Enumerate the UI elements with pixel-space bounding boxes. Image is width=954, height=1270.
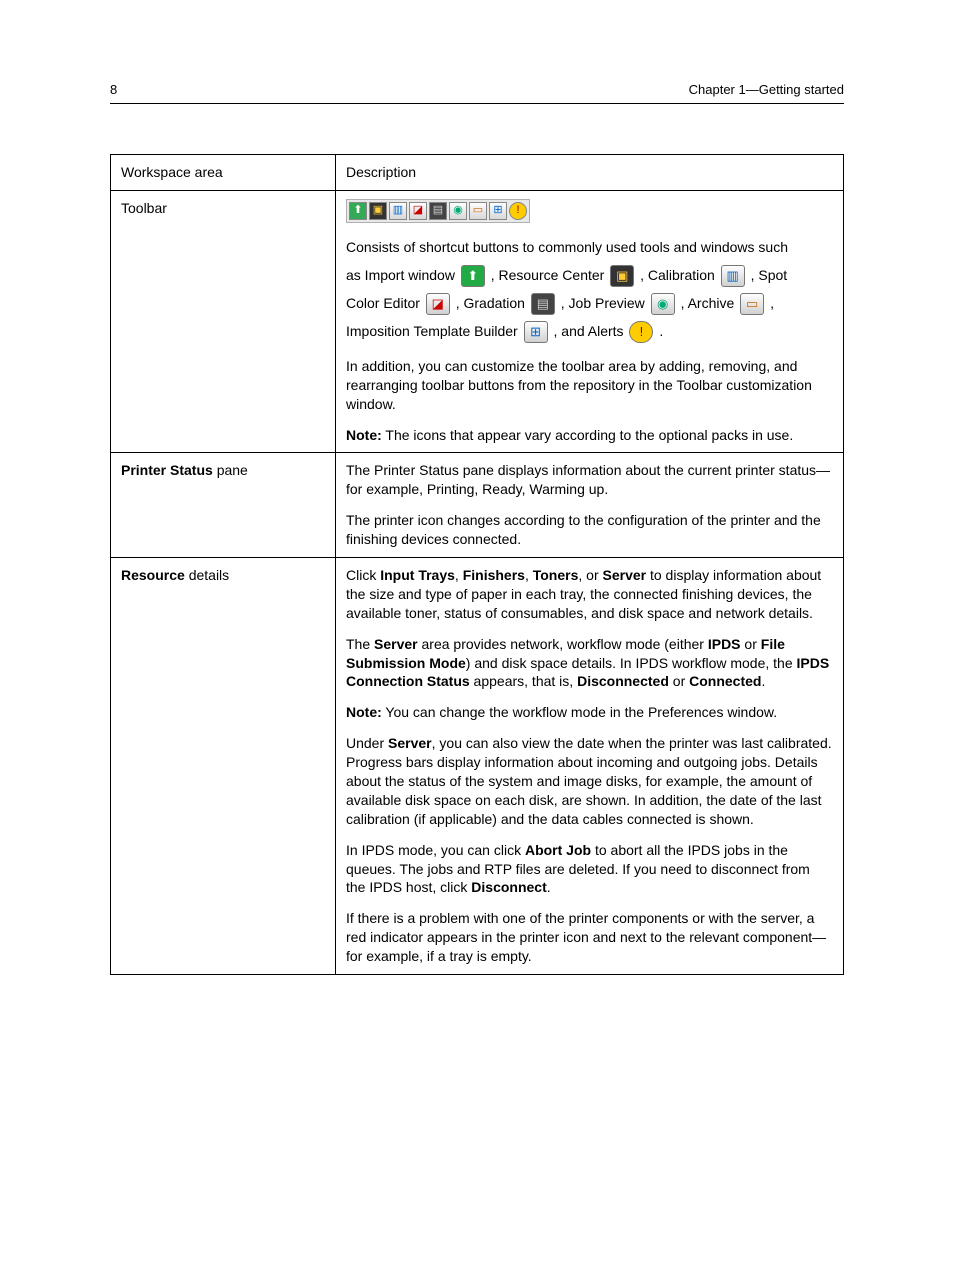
printer-status-p1: The Printer Status pane displays informa… (346, 461, 833, 499)
text: In IPDS mode, you can click (346, 842, 525, 858)
label-rest: details (185, 567, 229, 583)
import-icon[interactable]: ⬆ (349, 202, 367, 220)
import-icon: ⬆ (461, 265, 485, 287)
gradation-icon: ▤ (531, 293, 555, 315)
cell-resource-desc: Click Input Trays, Finishers, Toners, or… (336, 558, 844, 975)
text: as Import window (346, 267, 459, 283)
text: The icons that appear vary according to … (382, 427, 793, 443)
text: . (547, 879, 551, 895)
archive-icon: ▭ (740, 293, 764, 315)
th-workspace-area: Workspace area (111, 155, 336, 191)
cell-printer-status-desc: The Printer Status pane displays informa… (336, 453, 844, 558)
cell-printer-status-label: Printer Status pane (111, 453, 336, 558)
text: You can change the workflow mode in the … (382, 704, 777, 720)
text: , (525, 567, 533, 583)
label-bold: Resource (121, 567, 185, 583)
text: , Gradation (456, 295, 529, 311)
imposition-icon[interactable]: ⊞ (489, 202, 507, 220)
text: , or (578, 567, 602, 583)
page-header: 8 Chapter 1—Getting started (110, 82, 844, 104)
note-label: Note: (346, 704, 382, 720)
bold: Input Trays (380, 567, 455, 583)
th-description: Description (336, 155, 844, 191)
alerts-icon[interactable]: ! (509, 202, 527, 220)
text: Click (346, 567, 380, 583)
resource-center-icon: ▣ (610, 265, 634, 287)
toolbar-text-2: In addition, you can customize the toolb… (346, 357, 833, 414)
page: 8 Chapter 1—Getting started Workspace ar… (0, 0, 954, 1035)
text: Under (346, 735, 388, 751)
bold: Connected (689, 673, 761, 689)
text: , (770, 295, 774, 311)
bold: Server (374, 636, 418, 652)
bold: Abort Job (525, 842, 591, 858)
text: Imposition Template Builder (346, 323, 522, 339)
text: ) and disk space details. In IPDS workfl… (466, 655, 797, 671)
resource-p3: Note: You can change the workflow mode i… (346, 703, 833, 722)
resource-p4: Under Server, you can also view the date… (346, 734, 833, 828)
calibration-icon[interactable]: ▥ (389, 202, 407, 220)
printer-status-p2: The printer icon changes according to th… (346, 511, 833, 549)
bold: Disconnect (471, 879, 546, 895)
resource-p1: Click Input Trays, Finishers, Toners, or… (346, 566, 833, 623)
text: The (346, 636, 374, 652)
imposition-icon: ⊞ (524, 321, 548, 343)
page-number: 8 (110, 82, 117, 97)
workspace-table: Workspace area Description Toolbar ⬆ ▣ ▥… (110, 154, 844, 975)
resource-p5: In IPDS mode, you can click Abort Job to… (346, 841, 833, 898)
cell-toolbar-label: Toolbar (111, 190, 336, 453)
cell-resource-label: Resource details (111, 558, 336, 975)
row-toolbar: Toolbar ⬆ ▣ ▥ ◪ ▤ ◉ ▭ ⊞ ! Consists of (111, 190, 844, 453)
toolbar-strip: ⬆ ▣ ▥ ◪ ▤ ◉ ▭ ⊞ ! (346, 199, 530, 223)
resource-p6: If there is a problem with one of the pr… (346, 909, 833, 966)
calibration-icon: ▥ (721, 265, 745, 287)
text: , Resource Center (491, 267, 609, 283)
text: , Archive (681, 295, 739, 311)
text: or (741, 636, 761, 652)
gradation-icon[interactable]: ▤ (429, 202, 447, 220)
job-preview-icon: ◉ (651, 293, 675, 315)
alerts-icon: ! (629, 321, 653, 343)
resource-center-icon[interactable]: ▣ (369, 202, 387, 220)
cell-toolbar-desc: ⬆ ▣ ▥ ◪ ▤ ◉ ▭ ⊞ ! Consists of shortcut b… (336, 190, 844, 453)
job-preview-icon[interactable]: ◉ (449, 202, 467, 220)
text: , Job Preview (561, 295, 649, 311)
text: , Calibration (640, 267, 719, 283)
text: Color Editor (346, 295, 424, 311)
label-rest: pane (213, 462, 248, 478)
bold: Server (388, 735, 432, 751)
text: appears, that is, (470, 673, 577, 689)
bold: Disconnected (577, 673, 669, 689)
label-bold: Printer Status (121, 462, 213, 478)
bold: Toners (533, 567, 579, 583)
resource-p2: The Server area provides network, workfl… (346, 635, 833, 692)
spot-color-icon: ◪ (426, 293, 450, 315)
text: or (669, 673, 689, 689)
row-resource: Resource details Click Input Trays, Fini… (111, 558, 844, 975)
toolbar-text-1: Consists of shortcut buttons to commonly… (346, 233, 833, 345)
bold: IPDS (708, 636, 741, 652)
spot-color-icon[interactable]: ◪ (409, 202, 427, 220)
note-label: Note: (346, 427, 382, 443)
text: , Spot (751, 267, 788, 283)
archive-icon[interactable]: ▭ (469, 202, 487, 220)
bold: Finishers (463, 567, 525, 583)
toolbar-text-3: Note: The icons that appear vary accordi… (346, 426, 833, 445)
chapter-title: Chapter 1—Getting started (689, 82, 844, 97)
text: Consists of shortcut buttons to commonly… (346, 239, 788, 255)
text: , and Alerts (554, 323, 628, 339)
bold: Server (603, 567, 647, 583)
row-printer-status: Printer Status pane The Printer Status p… (111, 453, 844, 558)
text: area provides network, workflow mode (ei… (418, 636, 708, 652)
text: . (761, 673, 765, 689)
text: . (659, 323, 663, 339)
text: , (455, 567, 463, 583)
